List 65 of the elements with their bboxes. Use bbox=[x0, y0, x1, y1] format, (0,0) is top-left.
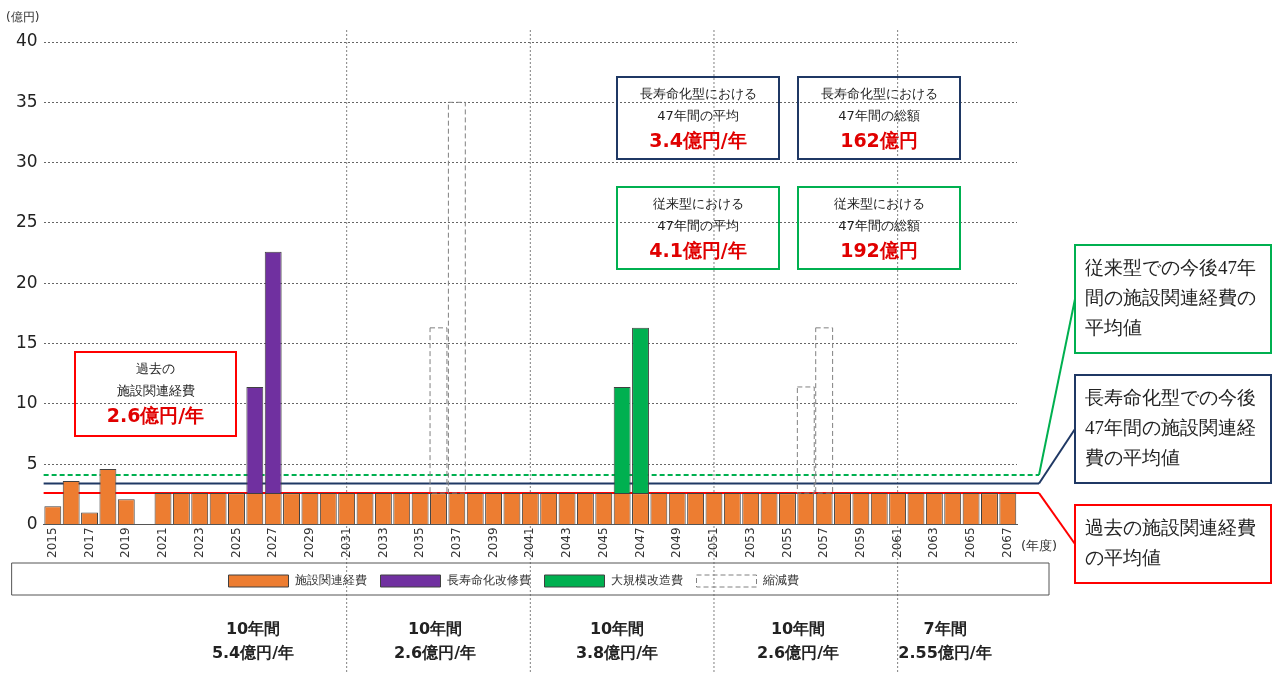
y-tick-label: 5 bbox=[26, 452, 38, 473]
annotation: 長寿命化型における47年間の平均 bbox=[639, 86, 757, 124]
x-tick-label: 2045 bbox=[595, 527, 610, 559]
text: 3.8億円/年 bbox=[575, 643, 659, 663]
text: 2.55億円/年 bbox=[898, 643, 992, 663]
x-tick-label: 2061 bbox=[889, 527, 904, 559]
x-tick-label: 2063 bbox=[926, 527, 941, 559]
annotation: 4.1億円/年 bbox=[649, 238, 747, 261]
annotation: 従来型における47年間の総額 bbox=[833, 196, 925, 234]
x-tick-label: 2025 bbox=[228, 527, 243, 559]
x-axis-title: (年度) bbox=[1021, 537, 1058, 553]
legend-label: 大規模改造費 bbox=[610, 573, 683, 588]
x-tick-label: 2031 bbox=[338, 527, 353, 559]
x-tick-label: 2065 bbox=[963, 527, 978, 559]
annotation: 従来型における47年間の平均 bbox=[652, 196, 744, 234]
y-tick-label: 10 bbox=[15, 392, 38, 413]
x-tick-label: 2053 bbox=[742, 527, 757, 559]
text: 5.4億円/年 bbox=[211, 643, 295, 663]
x-tick-label: 2015 bbox=[44, 527, 59, 559]
y-tick-label: 25 bbox=[15, 211, 38, 232]
x-tick-label: 2033 bbox=[375, 527, 390, 559]
x-tick-label: 2051 bbox=[706, 527, 721, 559]
annotation: 長寿命化型における47年間の総額 bbox=[820, 86, 938, 124]
legend-label: 長寿命化改修費 bbox=[446, 573, 531, 588]
x-tick-label: 2043 bbox=[559, 527, 574, 559]
x-tick-label: 2055 bbox=[779, 527, 794, 559]
x-tick-label: 2035 bbox=[412, 527, 427, 559]
x-tick-label: 2049 bbox=[669, 527, 684, 559]
text: 2.6億円/年 bbox=[393, 643, 477, 663]
annotation: 192億円 bbox=[840, 238, 918, 261]
x-tick-label: 2017 bbox=[81, 527, 96, 559]
text: 2.6億円/年 bbox=[756, 643, 840, 663]
legend-label: 施設関連経費 bbox=[294, 573, 367, 588]
text: 10年間 bbox=[770, 619, 826, 639]
x-tick-label: 2067 bbox=[999, 527, 1014, 559]
annotation: 162億円 bbox=[840, 128, 918, 151]
legend-label: 縮減費 bbox=[761, 573, 799, 588]
text: 10年間 bbox=[589, 619, 645, 639]
x-tick-label: 2059 bbox=[853, 527, 868, 559]
ref-line-label: 長寿命化型での今後47年間の施設関連経費の平均値 bbox=[1085, 386, 1256, 468]
x-tick-label: 2021 bbox=[155, 527, 170, 559]
x-tick-label: 2037 bbox=[448, 527, 463, 559]
ref-line-label: 過去の施設関連経費の平均値 bbox=[1085, 516, 1256, 568]
y-tick-label: 0 bbox=[26, 512, 38, 533]
x-tick-label: 2039 bbox=[485, 527, 500, 559]
y-tick-label: 40 bbox=[15, 30, 38, 51]
y-tick-label: 35 bbox=[15, 90, 38, 111]
y-tick-label: 20 bbox=[15, 271, 38, 292]
x-tick-label: 2029 bbox=[302, 527, 317, 559]
x-tick-label: 2019 bbox=[118, 527, 133, 559]
annotation: 過去の施設関連経費 bbox=[116, 361, 195, 399]
ref-line-label: 従来型での今後47年間の施設関連経費の平均値 bbox=[1085, 256, 1256, 338]
y-axis-title: (億円) bbox=[6, 10, 40, 25]
annotation: 3.4億円/年 bbox=[649, 128, 747, 151]
x-tick-label: 2041 bbox=[522, 527, 537, 559]
x-tick-label: 2027 bbox=[265, 527, 280, 559]
text: 7年間 bbox=[923, 619, 967, 639]
text: 10年間 bbox=[407, 619, 463, 639]
x-tick-label: 2057 bbox=[816, 527, 831, 559]
text: 10年間 bbox=[225, 619, 281, 639]
y-tick-label: 30 bbox=[15, 151, 38, 172]
x-tick-label: 2023 bbox=[191, 527, 206, 559]
annotation: 2.6億円/年 bbox=[106, 403, 205, 426]
x-tick-label: 2047 bbox=[632, 527, 647, 559]
y-tick-label: 15 bbox=[15, 331, 38, 352]
